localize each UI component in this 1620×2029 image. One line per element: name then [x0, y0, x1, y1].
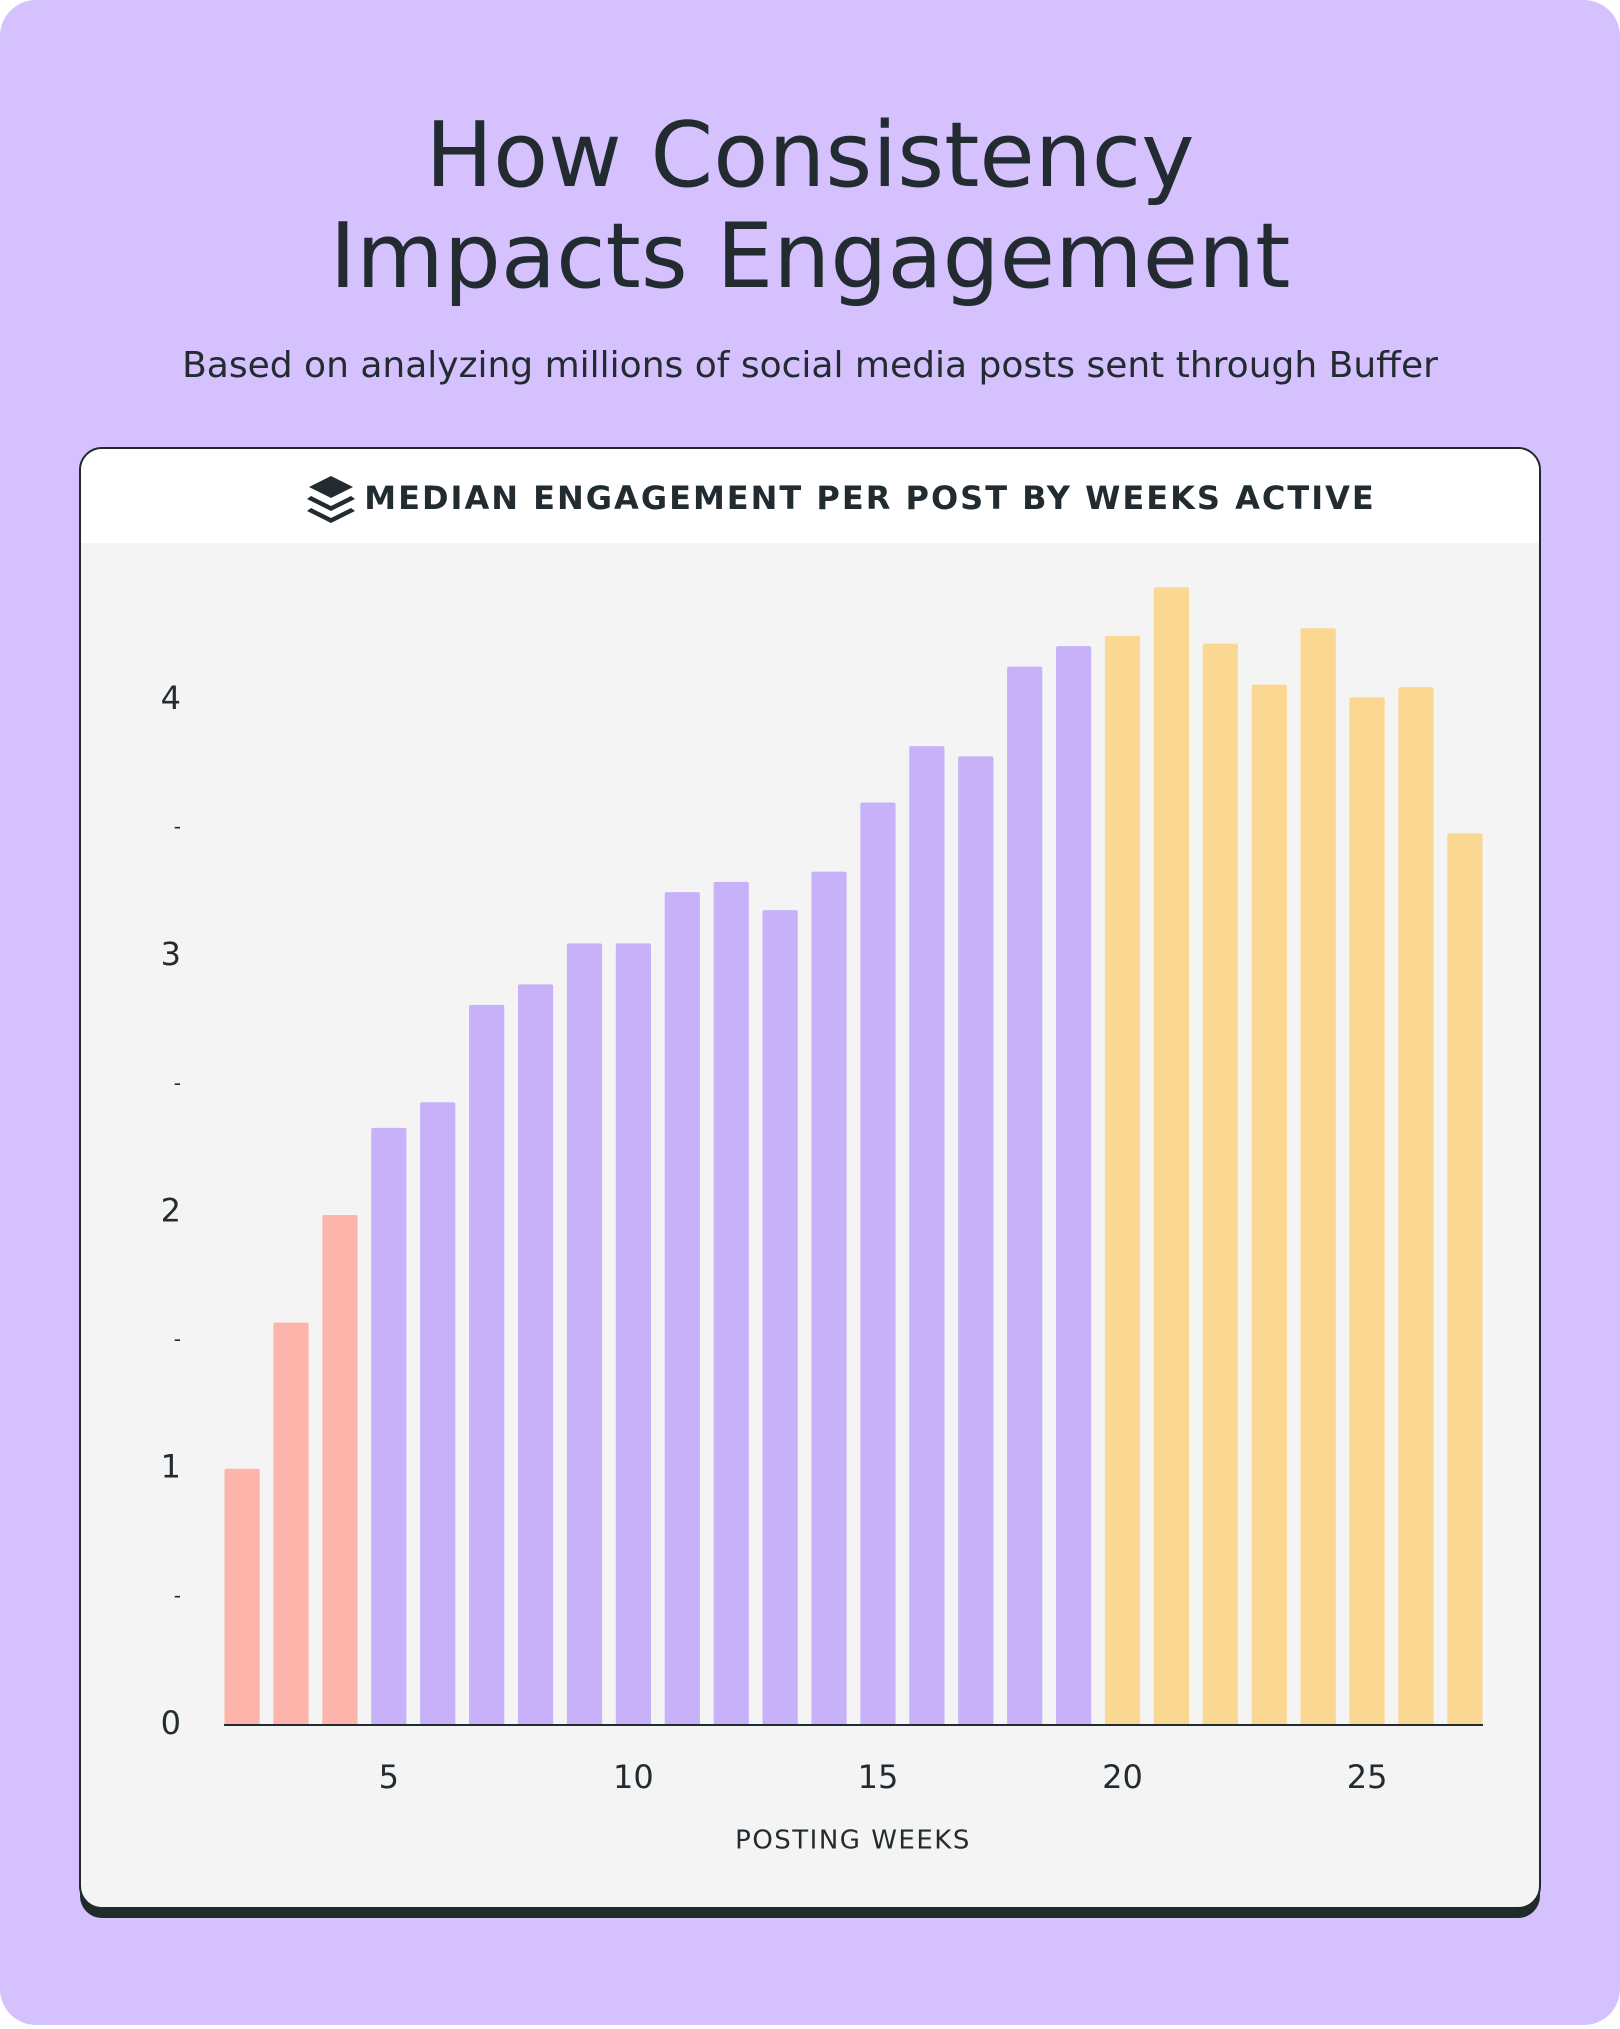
- bar: [811, 871, 847, 1725]
- bar: [322, 1215, 358, 1725]
- x-tick-label: 5: [379, 1758, 399, 1796]
- y-tick-label: -: [174, 1583, 181, 1607]
- bar: [371, 1127, 407, 1725]
- y-tick-label: 4: [161, 679, 181, 717]
- subtitle: Based on analyzing millions of social me…: [182, 345, 1438, 386]
- bar: [958, 756, 994, 1725]
- bar: [1251, 684, 1287, 1725]
- bar: [224, 1468, 260, 1725]
- bar: [860, 802, 896, 1725]
- bar: [615, 943, 652, 1725]
- bar: [664, 892, 700, 1725]
- bar: [469, 1004, 505, 1725]
- bar: [1202, 643, 1238, 1725]
- y-tick-label: 1: [161, 1448, 181, 1486]
- bar: [909, 746, 945, 1725]
- y-tick-label: -: [174, 1327, 181, 1351]
- y-tick-label: 2: [161, 1191, 181, 1229]
- buffer-logo: [307, 476, 355, 523]
- bar: [566, 943, 603, 1725]
- x-tick-label: 15: [858, 1758, 899, 1796]
- y-tick-label: 3: [161, 935, 181, 973]
- title-line: How Consistency: [425, 103, 1194, 208]
- plot: 0 - 1 - 2 - 3 - 4 5 10 15 20 25: [161, 587, 1483, 1796]
- bar: [1104, 635, 1141, 1725]
- title-line: Impacts Engagement: [330, 204, 1291, 309]
- bar: [1007, 666, 1043, 1725]
- y-tick-label: 0: [161, 1704, 181, 1742]
- bar: [713, 881, 749, 1725]
- bar: [762, 910, 798, 1725]
- x-axis-label: POSTING WEEKS: [735, 1826, 971, 1856]
- card-header: [81, 449, 1539, 543]
- bar: [1447, 833, 1483, 1725]
- chart-title: MEDIAN ENGAGEMENT PER POST BY WEEKS ACTI…: [364, 479, 1375, 517]
- bar: [1153, 587, 1190, 1726]
- y-tick-label: -: [174, 1071, 181, 1095]
- bar: [517, 984, 554, 1725]
- x-tick-label: 20: [1102, 1758, 1143, 1796]
- bar: [1300, 628, 1336, 1726]
- bar: [1398, 687, 1434, 1726]
- bar: [1055, 646, 1092, 1726]
- bar: [273, 1322, 309, 1725]
- x-tick-label: 10: [613, 1758, 654, 1796]
- y-tick-label: -: [174, 815, 181, 839]
- bar: [1349, 697, 1385, 1725]
- x-tick-label: 25: [1347, 1758, 1388, 1796]
- bar: [420, 1102, 456, 1725]
